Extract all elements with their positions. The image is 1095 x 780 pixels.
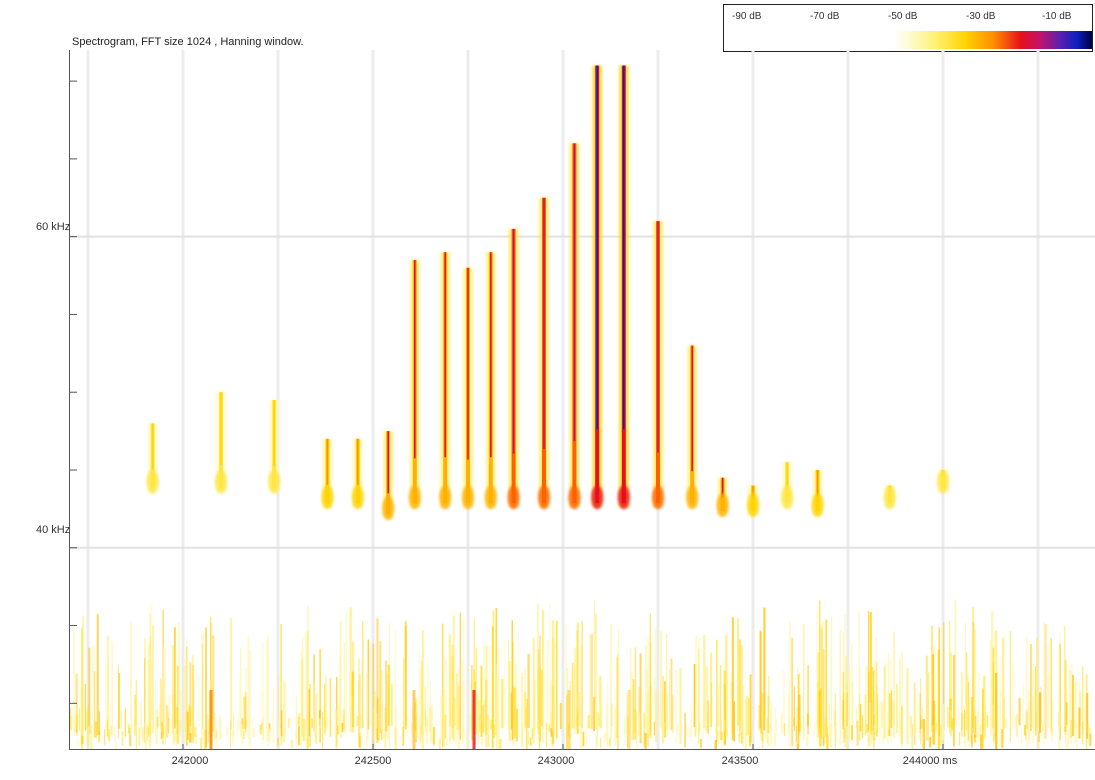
pulse-core xyxy=(273,400,275,467)
pulse-foot xyxy=(617,485,630,510)
x-tick-label: 242500 xyxy=(354,755,392,767)
pulse-foot xyxy=(781,485,794,510)
colorbar-gradient xyxy=(894,31,1092,49)
colorbar-label: -70 dB xyxy=(810,11,840,22)
colorbar-label: -90 dB xyxy=(732,11,762,22)
pulse-foot xyxy=(716,493,729,518)
y-tick-label: 40 kHz xyxy=(36,524,71,536)
pulse-foot xyxy=(268,469,281,494)
colorbar-label: -10 dB xyxy=(1042,11,1072,22)
pulse-core xyxy=(786,462,788,489)
colorbar-label: -50 dB xyxy=(888,11,918,22)
pulse-core xyxy=(623,65,625,430)
x-tick-label: 242000 xyxy=(171,755,209,767)
pulse-core xyxy=(596,65,598,430)
x-tick-label: 244000 ms xyxy=(902,755,958,767)
pulse-core xyxy=(543,197,545,449)
pulse-core xyxy=(512,228,515,454)
colorbar-label: -30 dB xyxy=(966,11,996,22)
pulse-core xyxy=(387,431,389,494)
y-tick-label: 60 kHz xyxy=(36,221,71,233)
chart-title: Spectrogram, FFT size 1024 , Hanning win… xyxy=(72,36,304,48)
pulse-foot xyxy=(591,485,604,510)
x-tick-label: 243000 xyxy=(537,755,575,767)
pulse-foot xyxy=(937,469,949,494)
pulse-foot xyxy=(568,485,581,510)
axes-layer xyxy=(69,50,1095,750)
pulse-foot xyxy=(351,485,364,510)
pulse-core xyxy=(467,267,469,460)
pulse-foot xyxy=(321,485,334,510)
pulse-foot xyxy=(686,485,699,510)
colorbar-legend: -90 dB -70 dB -50 dB -30 dB -10 dB xyxy=(723,4,1093,52)
pulse-core xyxy=(414,260,416,459)
pulse-foot xyxy=(439,485,452,510)
pulse-core xyxy=(326,438,329,486)
noise-layer xyxy=(69,600,1092,750)
pulse-foot xyxy=(507,485,520,510)
pulse-foot xyxy=(883,485,896,510)
pulse-foot xyxy=(484,485,497,510)
pulse-foot xyxy=(215,469,227,494)
pulse-foot xyxy=(811,493,824,518)
pulse-core xyxy=(151,423,154,470)
spectrogram-canvas xyxy=(69,50,1095,750)
pulse-core xyxy=(691,345,693,472)
pulse-foot xyxy=(408,485,421,510)
pulse-core xyxy=(721,477,724,498)
pulse-core xyxy=(657,221,659,453)
pulse-core xyxy=(444,252,446,458)
pulse-foot xyxy=(538,485,550,510)
pulse-core xyxy=(816,470,819,497)
pulse-foot xyxy=(146,469,159,494)
pulse-core xyxy=(752,485,754,499)
pulse-foot xyxy=(747,493,759,518)
pulse-foot xyxy=(652,485,664,510)
spectrogram-plot[interactable] xyxy=(69,50,1095,750)
pulse-core xyxy=(490,252,492,458)
x-tick-label: 243500 xyxy=(721,755,759,767)
pulse-core xyxy=(357,438,359,486)
pulse-layer xyxy=(146,65,949,521)
pulse-foot xyxy=(462,485,474,510)
pulse-foot xyxy=(382,496,395,521)
pulse-core xyxy=(220,392,222,465)
pulse-core xyxy=(573,143,576,441)
